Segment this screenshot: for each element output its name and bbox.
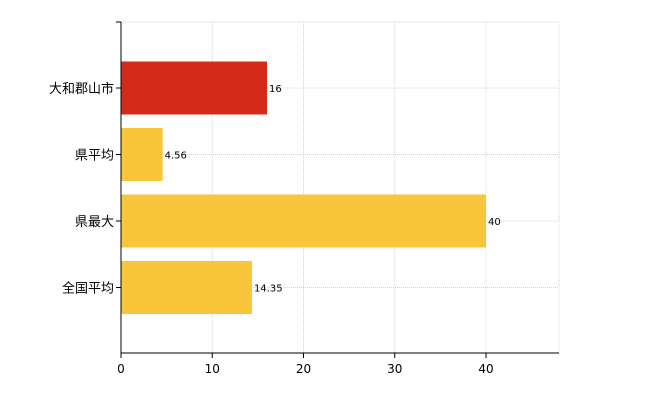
data-label: 4.56 [165,151,187,162]
bar [121,128,163,181]
x-tick-label: 20 [296,362,311,376]
bar [121,61,267,115]
data-label: 16 [269,84,282,95]
y-tick-label: 大和郡山市 [49,81,114,97]
data-label: 40 [488,217,501,228]
bar [121,261,252,314]
x-tick-label: 40 [478,362,493,376]
y-tick-label: 県平均 [75,149,114,164]
y-tick-label: 県最大 [75,215,114,230]
x-tick-label: 10 [205,362,220,376]
x-tick-label: 0 [117,362,125,376]
axis-layer [116,21,559,358]
bar [121,194,486,248]
x-tick-label: 30 [387,362,402,376]
bar-layer [121,61,486,314]
data-label: 14.35 [254,284,283,295]
y-tick-label: 全国平均 [62,281,114,297]
